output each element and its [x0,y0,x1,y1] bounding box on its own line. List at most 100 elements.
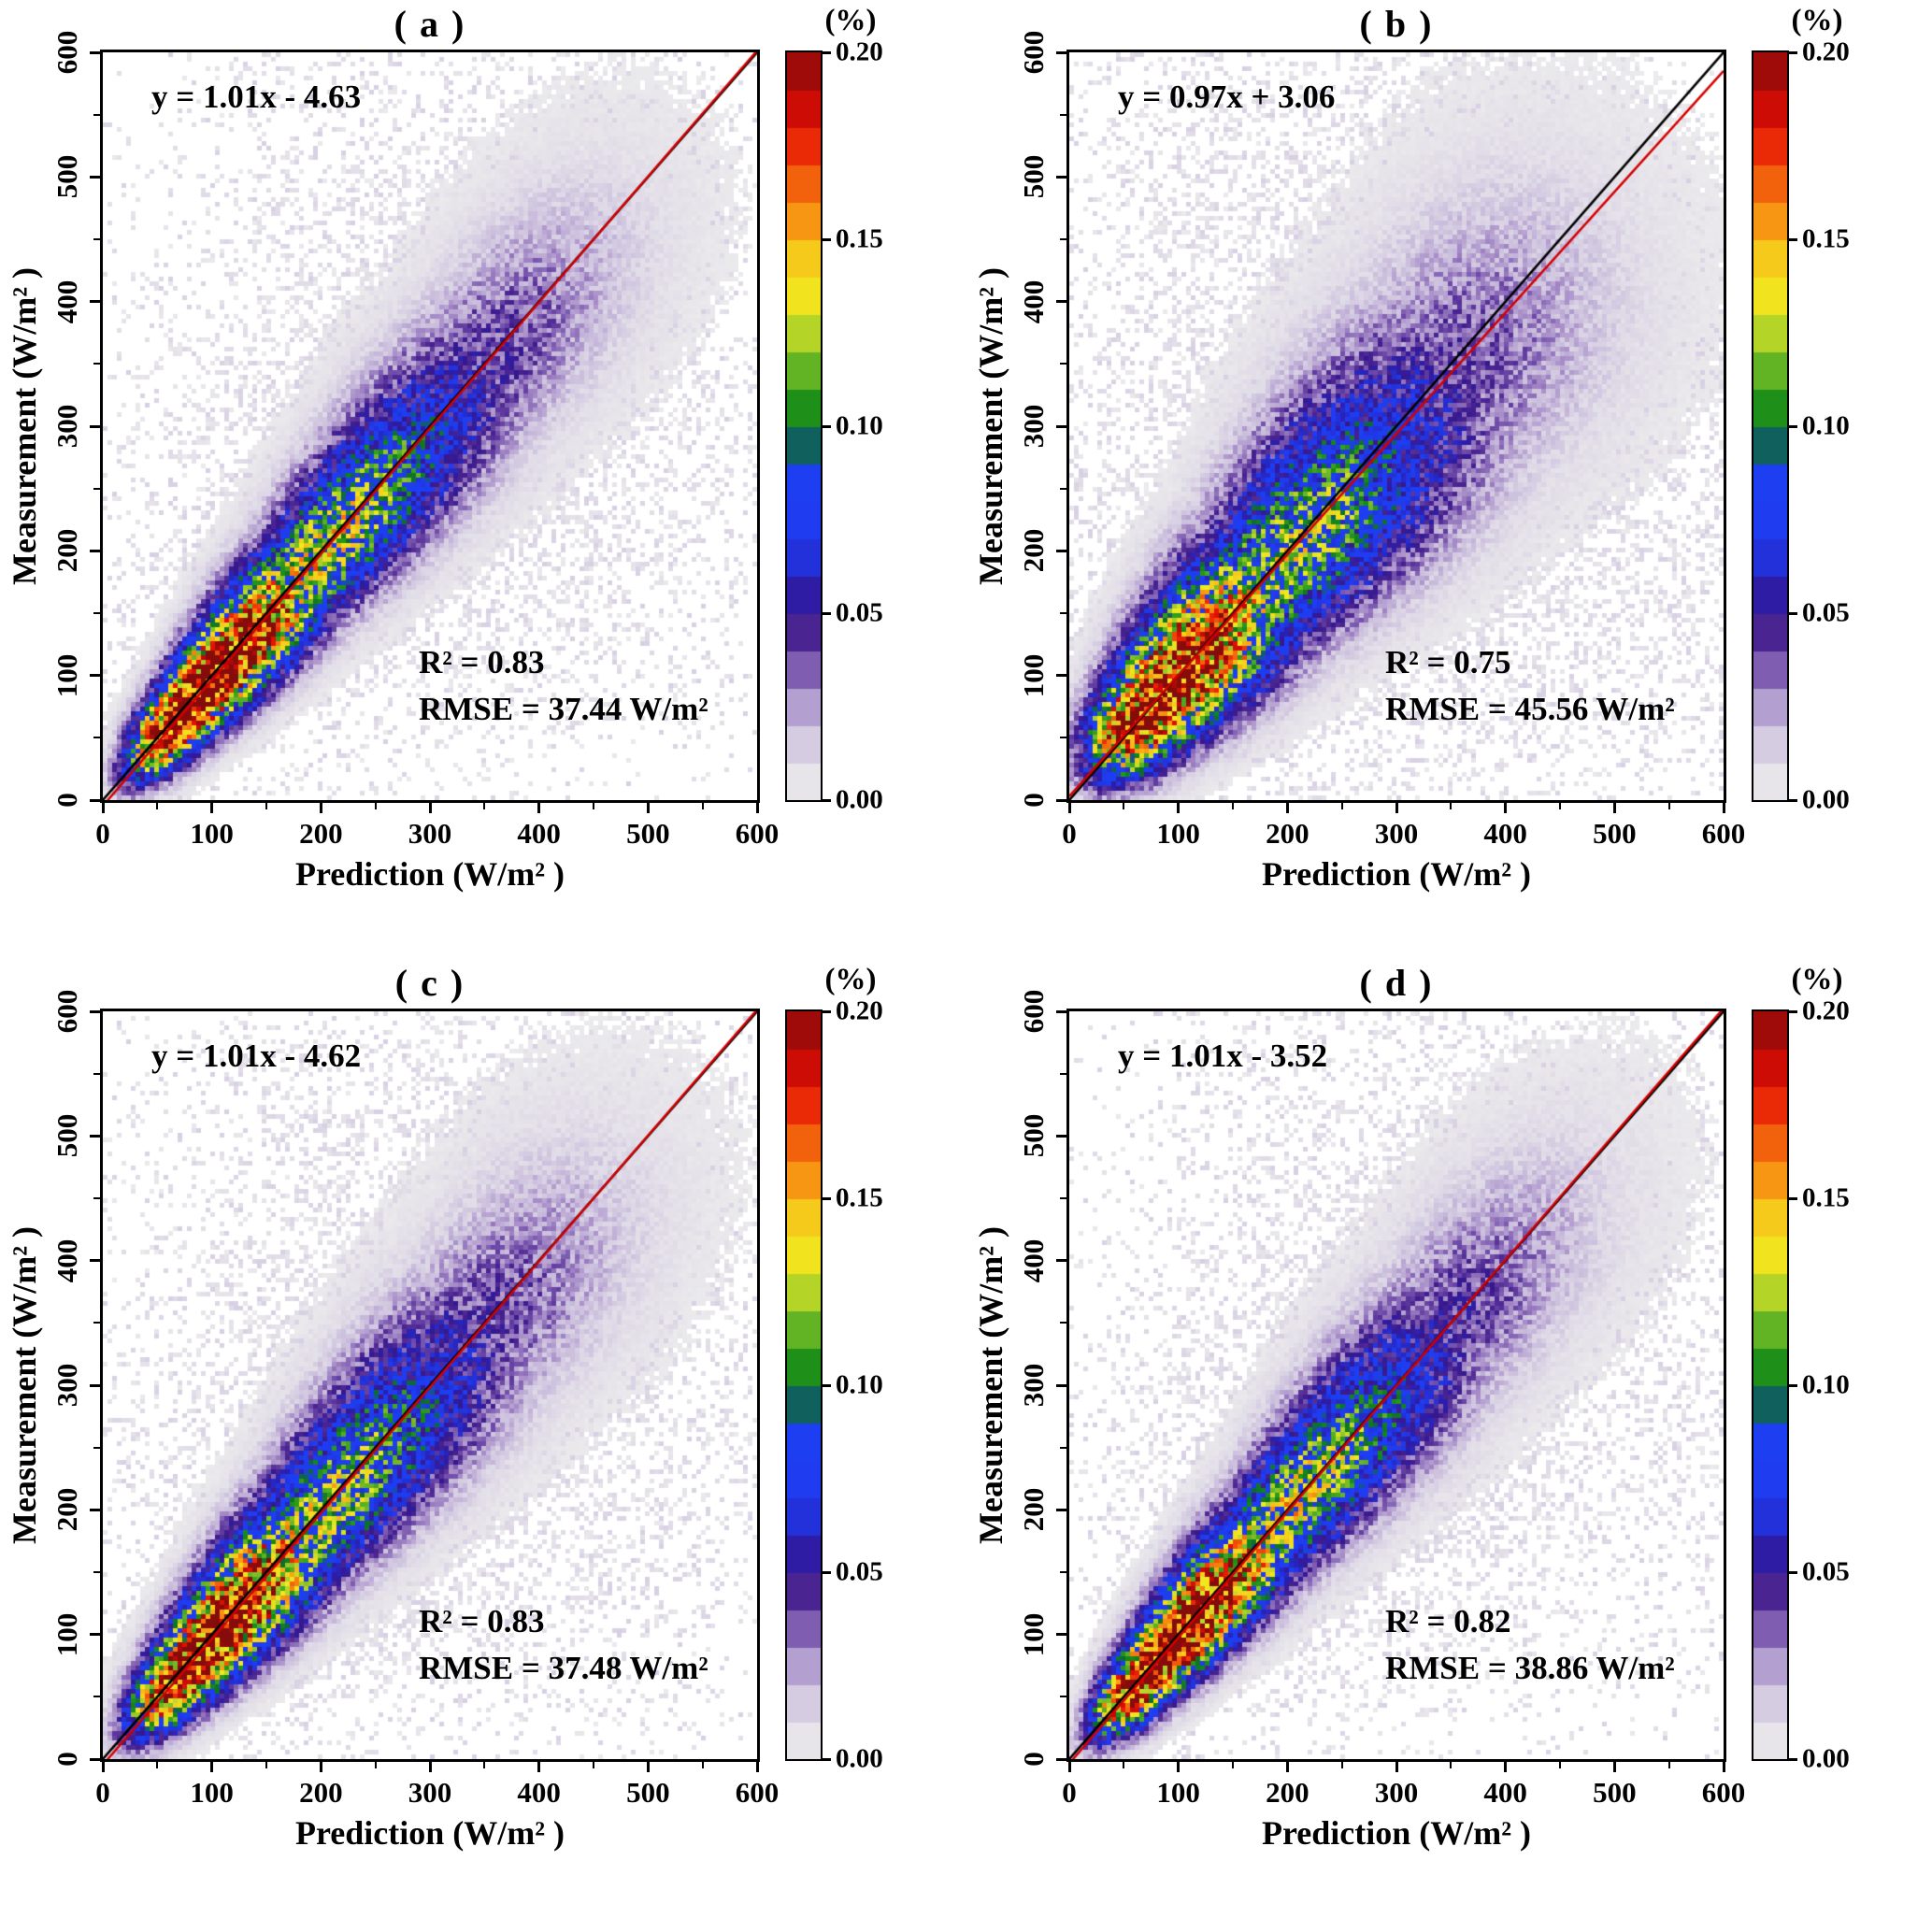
colorbar-unit-label: (%) [1791,963,1843,996]
y-tick-label: 200 [50,529,83,573]
colorbar-tick-label: 0.00 [836,1743,883,1774]
density-plot [100,50,760,803]
y-minor-tick-mark [93,1197,100,1199]
colorbar-tick-mark [823,1009,831,1013]
y-tick-label: 100 [1017,1612,1050,1656]
y-minor-tick-mark [1060,1571,1066,1573]
y-tick-label: 500 [50,1114,83,1158]
x-tick-mark [1395,1762,1398,1772]
y-minor-tick-mark [1060,113,1066,116]
x-tick-mark [428,1762,432,1772]
y-minor-tick-mark [93,363,100,365]
x-tick-mark [1612,1762,1616,1772]
x-tick-label: 400 [517,1776,561,1809]
x-tick-mark [755,803,759,813]
y-tick-mark [90,1508,100,1511]
y-minor-tick-mark [1060,1696,1066,1698]
x-tick-mark [646,803,650,813]
y-tick-label: 100 [50,1612,83,1656]
r2-value: R² = 0.75 [1385,644,1511,680]
panel-d: ( d ) Measurement (W/m² ) y = 1.01x - 3.… [966,959,1932,1918]
x-tick-label: 0 [95,1776,110,1809]
x-tick-mark [1285,803,1289,813]
y-tick-mark [1056,300,1066,304]
y-minor-tick-mark [93,1696,100,1698]
x-tick-label: 200 [1266,817,1309,850]
colorbar-tick-label: 0.20 [1802,36,1850,67]
y-tick-mark [1056,798,1066,802]
x-tick-mark [755,1762,759,1772]
y-tick-mark [90,1757,100,1761]
stats-block: R² = 0.82 RMSE = 38.86 W/m² [1385,1598,1675,1692]
x-tick-mark [319,1762,322,1772]
colorbar-tick-label: 0.15 [1802,223,1850,254]
x-tick-mark [428,803,432,813]
x-tick-mark [1067,1762,1071,1772]
x-minor-tick-mark [1340,1762,1343,1768]
y-minor-tick-mark [1060,1322,1066,1324]
colorbar-tick-mark [1789,1757,1797,1761]
x-minor-tick-mark [593,1762,594,1768]
y-minor-tick-mark [93,1446,100,1449]
y-minor-tick-mark [1060,1072,1066,1075]
y-tick-mark [90,549,100,552]
y-tick-mark [90,1633,100,1637]
x-tick-label: 500 [626,817,670,850]
y-tick-label: 600 [1017,989,1050,1034]
y-tick-mark [90,1134,100,1138]
stats-block: R² = 0.75 RMSE = 45.56 W/m² [1385,639,1675,733]
panel-title: ( d ) [1359,962,1434,1004]
y-tick-label: 500 [50,155,83,199]
x-axis-title: Prediction (W/m² ) [1261,1814,1532,1852]
panel-b: ( b ) Measurement (W/m² ) y = 0.97x + 3.… [966,0,1932,959]
r2-value: R² = 0.83 [419,1603,545,1639]
x-tick-label: 0 [95,817,110,850]
y-tick-mark [90,1009,100,1013]
x-tick-mark [1177,803,1181,813]
panel-title: ( b ) [1359,3,1434,45]
y-tick-mark [1056,424,1066,428]
y-tick-mark [1056,1757,1066,1761]
colorbar-tick-mark [823,1196,831,1200]
x-minor-tick-mark [701,1762,704,1768]
colorbar-tick-label: 0.05 [836,1556,883,1587]
colorbar-unit-label: (%) [1791,4,1843,37]
x-minor-tick-mark [1232,803,1234,809]
colorbar-tick-mark [823,1757,831,1761]
y-tick-mark [90,1383,100,1387]
y-tick-label: 300 [50,404,83,449]
y-tick-label: 600 [50,30,83,75]
y-minor-tick-mark [1060,1446,1066,1449]
y-tick-mark [90,798,100,802]
regression-equation: y = 1.01x - 3.52 [1118,1038,1328,1074]
y-minor-tick-mark [93,113,100,116]
y-minor-tick-mark [1060,238,1066,240]
x-minor-tick-mark [156,803,159,809]
x-minor-tick-mark [156,1762,159,1768]
x-tick-label: 300 [1374,817,1419,850]
y-minor-tick-mark [93,487,100,490]
rmse-value: RMSE = 45.56 W/m² [1385,691,1675,727]
y-minor-tick-mark [1060,737,1066,739]
colorbar-tick-label: 0.15 [836,1182,883,1213]
y-tick-mark [90,424,100,428]
colorbar-tick-mark [823,424,831,428]
x-tick-mark [1612,803,1616,813]
x-minor-tick-mark [1450,1762,1453,1768]
x-tick-label: 500 [1593,817,1637,850]
x-tick-label: 100 [190,1776,234,1809]
colorbar-tick-mark [1789,424,1797,428]
panel-c: ( c ) Measurement (W/m² ) y = 1.01x - 4.… [0,959,966,1918]
y-tick-label: 100 [1017,653,1050,697]
y-tick-label: 600 [1017,30,1050,75]
x-tick-mark [1722,803,1725,813]
y-tick-mark [1056,674,1066,678]
colorbar-tick-mark [823,611,831,615]
colorbar-tick-mark [1789,50,1797,54]
colorbar-tick-mark [1789,1009,1797,1013]
y-minor-tick-mark [93,612,100,614]
x-minor-tick-mark [1450,803,1453,809]
x-tick-label: 100 [1156,1776,1200,1809]
y-tick-mark [90,674,100,678]
colorbar [785,50,823,802]
